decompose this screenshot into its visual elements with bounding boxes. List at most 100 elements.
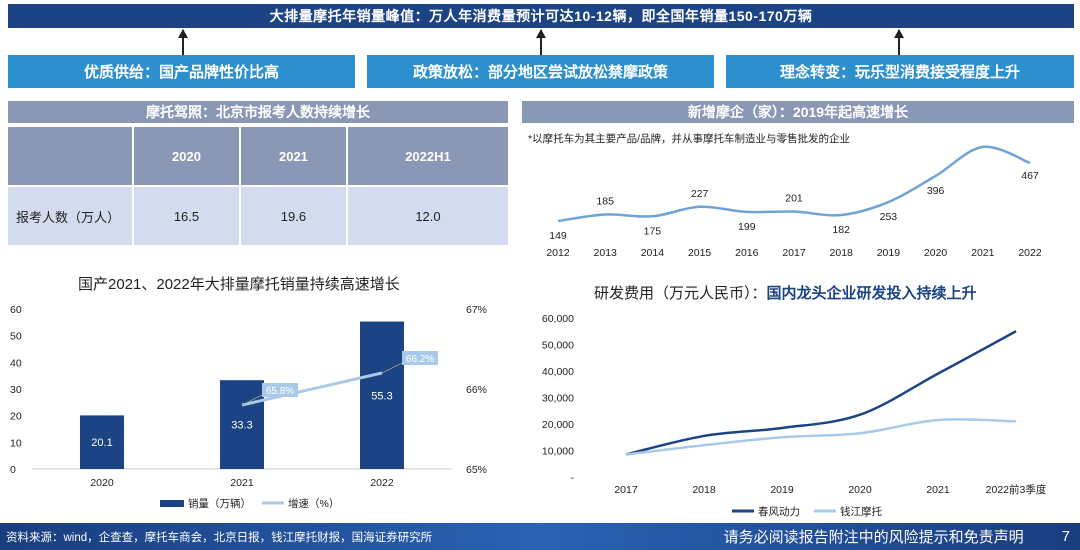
- company-section-title: 新增摩企（家）：2019年起高速增长: [522, 101, 1074, 123]
- sales-year-tick: 2020: [90, 477, 114, 489]
- license-section-title: 摩托驾照：北京市报考人数持续增长: [8, 101, 508, 123]
- sales-left-tick: 40: [10, 357, 22, 369]
- company-year-tick: 2012: [546, 247, 570, 259]
- sales-chart-title: 国产2021、2022年大排量摩托销量持续高速增长: [78, 276, 400, 293]
- legend-cfmoto-label: 春风动力: [758, 505, 800, 518]
- sales-right-tick: 67%: [466, 304, 487, 316]
- new-companies-chart: 149 2012 185 2013 175 2014 227 2015 199 2016 201 20…: [546, 145, 1042, 259]
- sales-left-tick: 30: [10, 384, 22, 396]
- sales-bar-label: 55.3: [371, 390, 392, 402]
- rd-expense-chart: - 10,000 20,000 30,000 40,000 50,000 60,000 201…: [542, 313, 1047, 518]
- sales-right-tick: 65%: [466, 464, 487, 476]
- sales-left-tick: 50: [10, 331, 22, 343]
- company-chart-note: *以摩托车为其主要产品/品牌，并从事摩托车制造业与零售批发的企业: [528, 133, 851, 145]
- license-value-2021: 19.6: [239, 185, 348, 245]
- license-table-header-row: 2020 2021 2022H1: [8, 127, 508, 186]
- rd-y-tick: 50,000: [542, 340, 574, 352]
- company-year-tick: 2018: [830, 247, 854, 259]
- license-table-row: 报考人数（万人） 16.5 19.6 12.0: [8, 185, 508, 245]
- growth-label-box: [262, 383, 298, 397]
- footer-bar: 资料来源：wind，企查查，摩托车商会，北京日报，钱江摩托财报，国海证券研究所 …: [0, 523, 1080, 550]
- sales-right-tick: 66%: [466, 384, 487, 396]
- rd-chart-title: 研发费用（万元人民币）：国内龙头企业研发投入持续上升: [594, 282, 977, 303]
- rd-year-tick: 2022前3季度: [986, 483, 1047, 496]
- page-number: 7: [1061, 528, 1070, 545]
- sales-left-tick: 10: [10, 437, 22, 449]
- sales-year-tick: 2022: [370, 477, 394, 489]
- sales-bar-label: 33.3: [231, 420, 252, 432]
- company-year-tick: 2017: [782, 247, 806, 259]
- growth-label-leader: [241, 394, 263, 406]
- rd-year-tick: 2018: [692, 484, 716, 496]
- rd-year-tick: 2021: [926, 484, 950, 496]
- company-year-tick: 2020: [924, 247, 948, 259]
- company-year-tick: 2022: [1018, 247, 1042, 259]
- company-count-label: 199: [738, 221, 756, 233]
- license-table-header-blank: [8, 127, 134, 186]
- headline-banner: 大排量摩托年销量峰值：万人年消费量预计可达10-12辆，即全国年销量150-17…: [8, 4, 1074, 28]
- legend-sales-swatch: [160, 500, 184, 507]
- growth-label: 66.2%: [406, 354, 434, 365]
- sales-bar: [220, 380, 264, 469]
- driver-mindset: 理念转变：玩乐型消费接受程度上升: [726, 55, 1074, 88]
- legend-sales-label: 销量（万辆）: [188, 497, 251, 510]
- rd-line-qjmotor: [625, 418, 1017, 456]
- sales-bar: [80, 415, 124, 469]
- company-count-label: 227: [691, 188, 709, 200]
- company-year-tick: 2019: [877, 247, 901, 259]
- company-count-label: 253: [880, 211, 898, 223]
- company-count-label: 182: [832, 224, 850, 236]
- company-year-tick: 2016: [735, 247, 759, 259]
- source-note: 资料来源：wind，企查查，摩托车商会，北京日报，钱江摩托财报，国海证券研究所: [6, 531, 433, 544]
- license-table-header-2020: 2020: [133, 127, 241, 186]
- rd-y-tick: -: [571, 472, 575, 484]
- rd-chart-title-prefix: 研发费用（万元人民币）：: [594, 285, 767, 302]
- sales-left-tick: 0: [10, 464, 16, 476]
- license-value-2020: 16.5: [133, 185, 241, 245]
- license-table-header-2021: 2021: [239, 127, 348, 186]
- company-year-tick: 2015: [688, 247, 712, 259]
- growth-label-leader: [381, 362, 403, 374]
- sales-year-tick: 2021: [230, 477, 254, 489]
- rd-y-tick: 40,000: [542, 366, 574, 378]
- rd-y-tick: 20,000: [542, 419, 574, 431]
- arrow-up-3: [894, 29, 904, 55]
- sales-bar: [360, 321, 404, 469]
- legend-qjmotor-label: 钱江摩托: [840, 505, 882, 518]
- sales-chart: 0 10 20 30 40 50 60 65% 66% 67% 20.1 2020 33.3 2021 55…: [10, 304, 487, 510]
- company-count-label: 149: [549, 230, 567, 242]
- rd-y-tick: 30,000: [542, 393, 574, 405]
- company-count-line: [557, 145, 1031, 223]
- sales-left-tick: 20: [10, 411, 22, 423]
- rd-year-tick: 2020: [848, 484, 872, 496]
- growth-label-box: [402, 351, 438, 365]
- arrow-up-1: [178, 29, 188, 55]
- company-count-label: 201: [785, 193, 803, 205]
- driver-policy: 政策放松：部分地区尝试放松禁摩政策: [367, 55, 714, 88]
- company-count-label: 396: [927, 185, 945, 197]
- company-count-label: 467: [1021, 170, 1039, 182]
- company-year-tick: 2014: [641, 247, 665, 259]
- rd-y-tick: 60,000: [542, 313, 574, 325]
- disclaimer-text: 请务必阅读报告附注中的风险提示和免责声明: [723, 529, 1024, 546]
- rd-year-tick: 2017: [614, 484, 638, 496]
- rd-line-cfmoto: [625, 330, 1017, 456]
- growth-line: [241, 371, 383, 407]
- company-count-label: 185: [596, 195, 614, 207]
- driver-supply: 优质供给：国产品牌性价比高: [8, 55, 355, 88]
- license-value-2022h1: 12.0: [346, 185, 508, 245]
- rd-year-tick: 2019: [770, 484, 794, 496]
- legend-growth-label: 增速（%）: [288, 497, 339, 510]
- growth-label: 65.8%: [266, 386, 294, 397]
- rd-y-tick: 10,000: [542, 446, 574, 458]
- rd-chart-title-highlight: 国内龙头企业研发投入持续上升: [766, 285, 977, 302]
- company-count-label: 175: [644, 225, 662, 237]
- arrow-up-2: [536, 29, 546, 55]
- license-table-header-2022h1: 2022H1: [346, 127, 508, 186]
- sales-left-tick: 60: [10, 304, 22, 316]
- company-year-tick: 2013: [594, 247, 618, 259]
- license-row-label: 报考人数（万人）: [8, 185, 134, 245]
- company-year-tick: 2021: [971, 247, 995, 259]
- sales-bar-label: 20.1: [91, 437, 112, 449]
- license-table: 2020 2021 2022H1 报考人数（万人） 16.5 19.6 12.0: [8, 127, 508, 245]
